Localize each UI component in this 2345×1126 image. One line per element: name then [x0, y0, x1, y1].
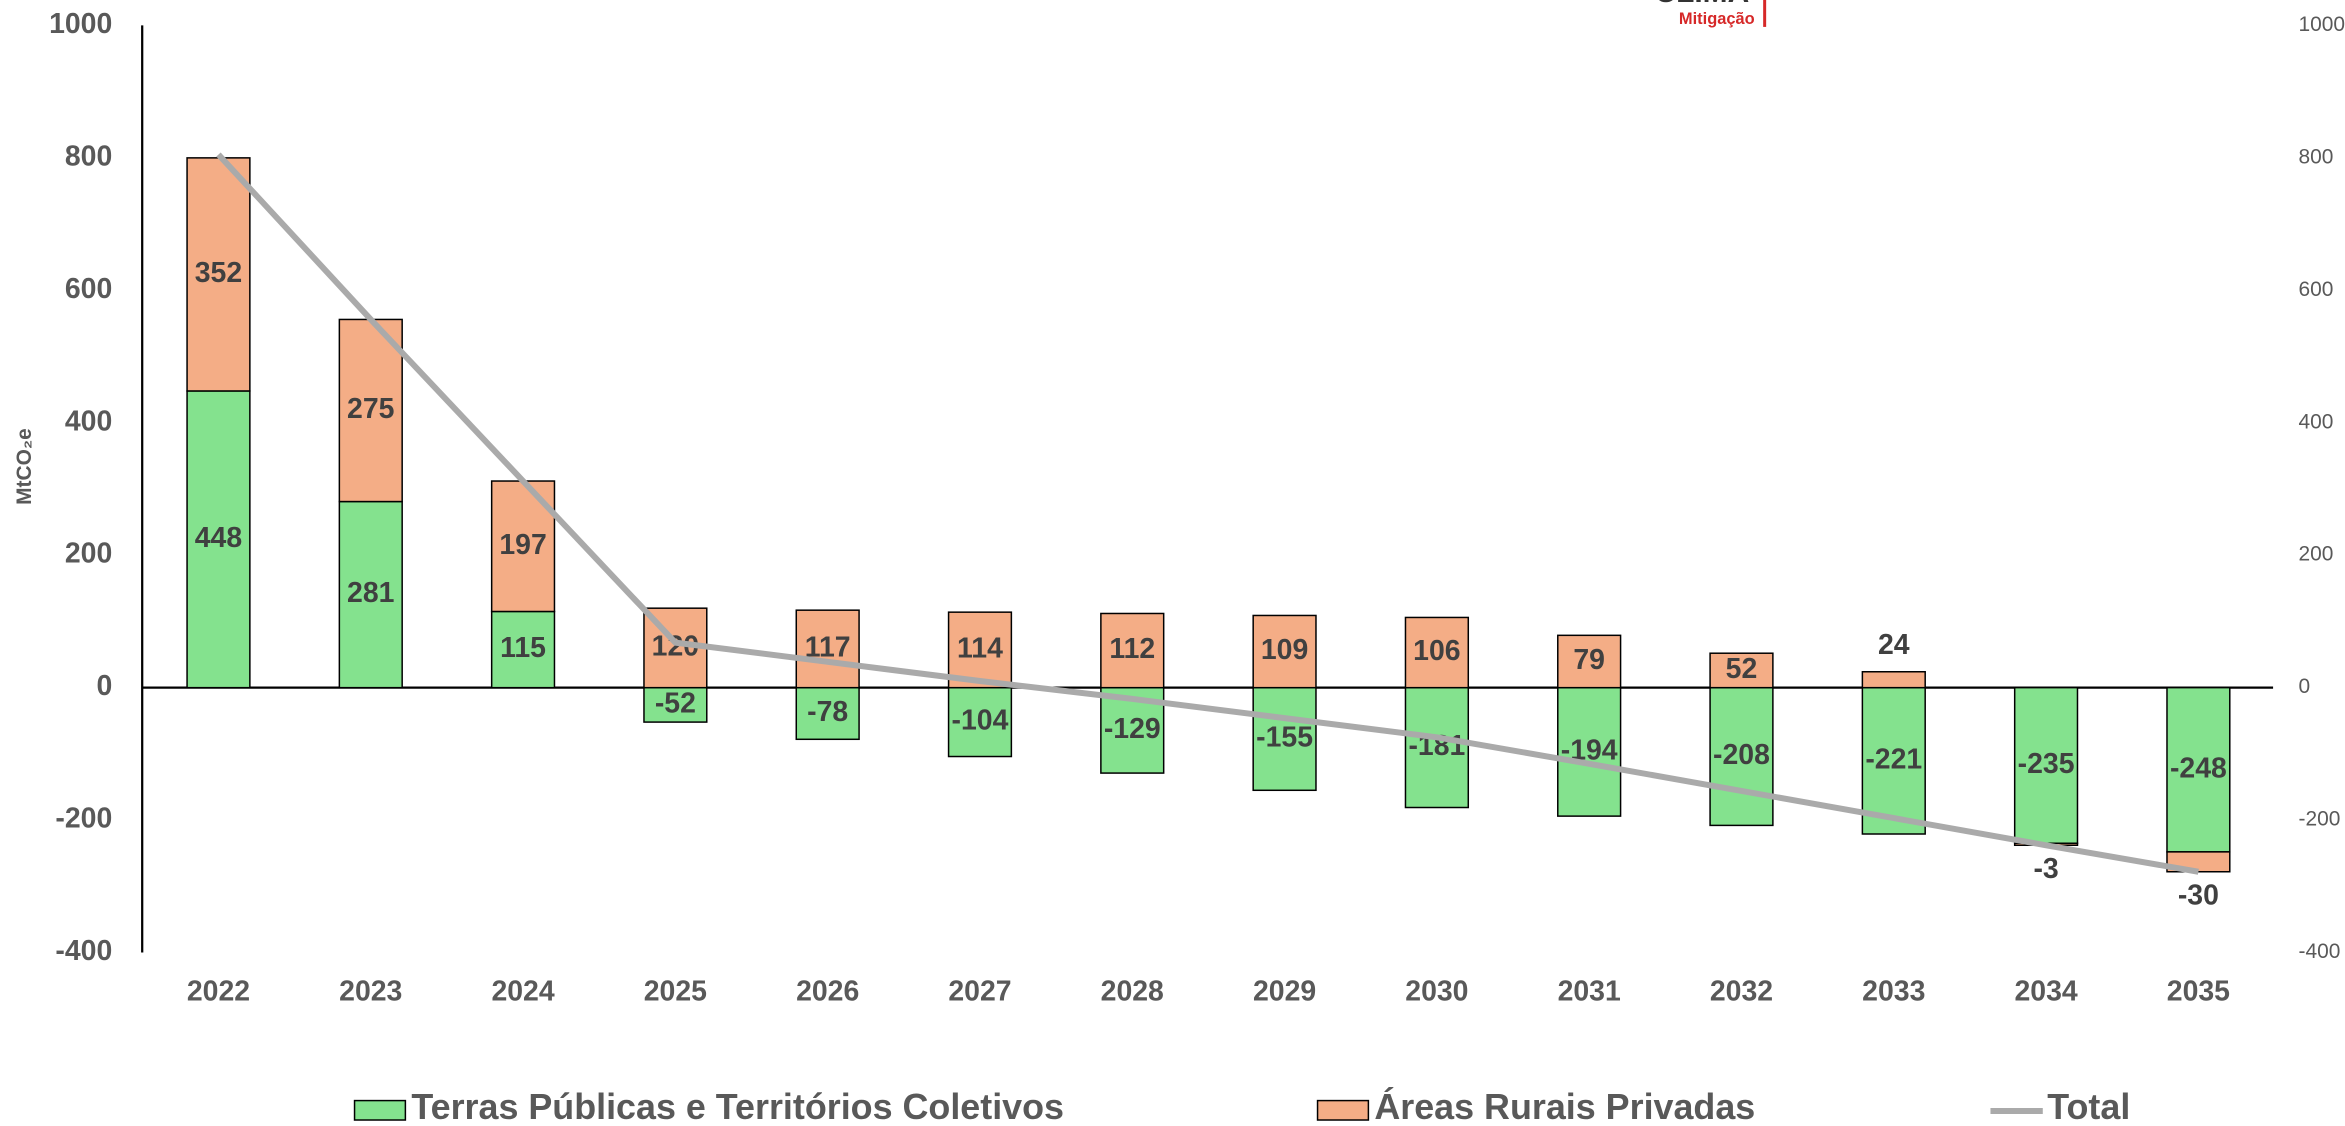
- y-tick-label: 400: [65, 405, 112, 437]
- value-label: -3: [2033, 853, 2058, 885]
- value-label: -235: [2018, 748, 2075, 780]
- bar: [947, 611, 1013, 689]
- y-tick-label: 1000: [49, 8, 112, 40]
- bar: [1252, 686, 1317, 792]
- bar: [1709, 652, 1774, 689]
- value-label: 106: [1413, 635, 1460, 667]
- value-label: -221: [1865, 743, 1922, 775]
- bar: [1252, 614, 1317, 689]
- y2-tick-label: 400: [2299, 410, 2334, 433]
- y2-tick-label: -400: [2299, 940, 2341, 963]
- value-label: -104: [952, 705, 1009, 737]
- x-tick-label: 2031: [1558, 975, 1621, 1007]
- x-tick-label: 2026: [796, 975, 859, 1007]
- y-tick-label: -200: [55, 803, 112, 835]
- x-tick-label: 2030: [1405, 975, 1468, 1007]
- value-label: 114: [957, 632, 1003, 664]
- value-label: -208: [1713, 739, 1770, 771]
- value-label: 275: [347, 393, 394, 425]
- y2-tick-label: -200: [2299, 808, 2341, 831]
- bar: [338, 318, 403, 503]
- y-tick-label: -400: [55, 935, 112, 967]
- value-label: 52: [1726, 653, 1758, 685]
- bar: [1100, 612, 1165, 689]
- x-tick-label: 2023: [339, 975, 402, 1007]
- y2-tick-label: 200: [2299, 543, 2334, 566]
- bar: [490, 610, 556, 689]
- logo-subtitle: Mitigação: [1679, 10, 1755, 28]
- value-label: 112: [1109, 633, 1155, 665]
- bar: [1557, 634, 1622, 689]
- legend-label: Áreas Rurais Privadas: [1374, 1087, 1755, 1126]
- value-label: 197: [499, 529, 546, 561]
- legend-label: Terras Públicas e Territórios Coletivos: [411, 1087, 1064, 1126]
- total-line: [216, 152, 2199, 875]
- value-label: 448: [195, 522, 242, 554]
- x-tick-label: 2033: [1862, 975, 1925, 1007]
- value-label: -78: [807, 696, 848, 728]
- bar: [1861, 671, 1926, 689]
- y2-tick-label: 0: [2299, 675, 2311, 698]
- bar: [1861, 686, 1926, 835]
- x-tick-label: 2032: [1710, 975, 1773, 1007]
- bar: [947, 686, 1013, 758]
- y-tick-label: 800: [65, 140, 112, 172]
- bar: [186, 390, 251, 689]
- value-label: -30: [2178, 880, 2219, 912]
- value-label: 115: [500, 632, 546, 664]
- y-tick-label: 200: [65, 538, 112, 570]
- legend-swatch: [1316, 1099, 1370, 1121]
- bar: [2013, 686, 2079, 845]
- value-label: 79: [1573, 644, 1605, 676]
- bar: [795, 609, 860, 689]
- y2-tick-label: 1000: [2299, 13, 2345, 36]
- y-tick-label: 600: [65, 273, 112, 305]
- value-label: -248: [2170, 752, 2227, 784]
- x-tick-label: 2028: [1101, 975, 1164, 1007]
- legend-label: Total: [2047, 1087, 2130, 1126]
- legend-swatch: [353, 1099, 407, 1121]
- bar: [643, 686, 708, 723]
- y2-tick-label: 800: [2299, 145, 2334, 168]
- value-label: -129: [1104, 713, 1161, 745]
- value-label: 109: [1261, 634, 1308, 666]
- value-label: -155: [1256, 721, 1313, 753]
- x-tick-label: 2024: [491, 975, 554, 1007]
- logo-title: CLIMA: [1655, 0, 1750, 9]
- bar: [186, 157, 251, 392]
- value-label: -52: [655, 687, 696, 719]
- x-tick-label: 2034: [2014, 975, 2077, 1007]
- bar: [1404, 686, 1470, 809]
- bar: [1404, 616, 1470, 689]
- value-label: 352: [195, 257, 242, 289]
- y-tick-label: 0: [96, 670, 112, 702]
- bar: [1557, 686, 1622, 817]
- value-label: 281: [347, 577, 394, 609]
- x-tick-label: 2035: [2167, 975, 2230, 1007]
- value-label: 24: [1878, 629, 1910, 661]
- x-tick-label: 2029: [1253, 975, 1316, 1007]
- y-axis-label: MtCO₂e: [13, 428, 36, 505]
- bar: [2166, 686, 2231, 853]
- x-tick-label: 2027: [948, 975, 1011, 1007]
- x-tick-label: 2022: [187, 975, 250, 1007]
- x-tick-label: 2025: [644, 975, 707, 1007]
- y2-tick-label: 600: [2299, 278, 2334, 301]
